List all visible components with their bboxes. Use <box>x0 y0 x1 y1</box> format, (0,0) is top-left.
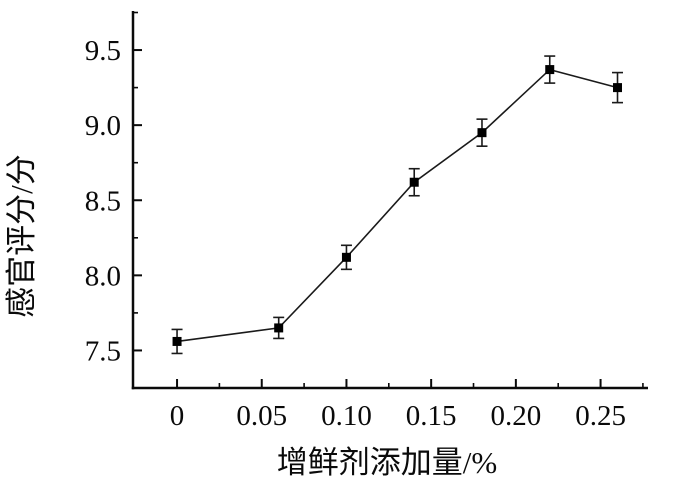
y-tick-label: 8.5 <box>85 185 121 217</box>
data-point-marker <box>341 252 351 262</box>
data-point-marker <box>545 65 555 75</box>
data-point-marker <box>613 83 623 93</box>
y-tick-label: 9.5 <box>85 35 121 67</box>
y-tick-label: 9.0 <box>85 110 121 142</box>
data-point-marker <box>274 323 284 333</box>
data-point-marker <box>409 177 419 187</box>
axes <box>131 11 648 390</box>
data-point-marker <box>172 336 182 346</box>
x-tick-label: 0.10 <box>321 400 372 432</box>
x-tick-label: 0 <box>170 400 185 432</box>
x-tick-label: 0.20 <box>490 400 541 432</box>
plot-area <box>171 55 624 355</box>
data-point-marker <box>477 128 487 138</box>
y-tick-label: 8.0 <box>85 260 121 292</box>
x-tick-label: 0.05 <box>236 400 287 432</box>
x-tick-label: 0.25 <box>575 400 626 432</box>
x-tick-label: 0.15 <box>406 400 457 432</box>
y-axis-label: 感官评分/分 <box>4 154 39 318</box>
y-tick-label: 7.5 <box>85 335 121 367</box>
series-line <box>176 68 618 343</box>
tick-labels: 0 0.05 0.10 0.15 0.20 0.25 7.5 8.0 8.5 9.0 9.5 <box>85 35 626 432</box>
x-axis-label: 增鲜剂添加量/% <box>277 445 497 480</box>
